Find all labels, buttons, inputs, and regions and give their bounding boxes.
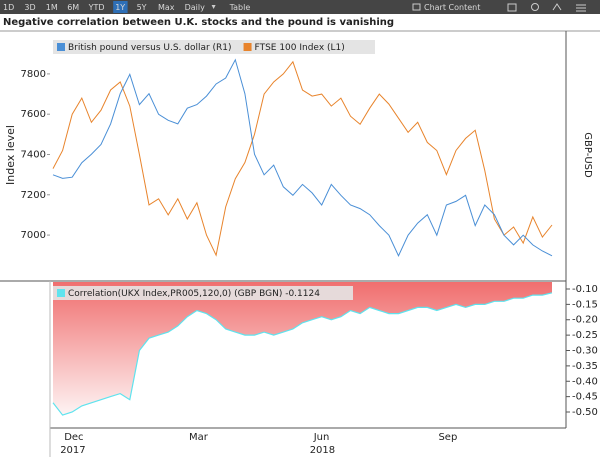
legend-swatch	[57, 289, 65, 297]
x-tick-label: Dec	[64, 432, 83, 443]
menu-icon[interactable]	[576, 4, 586, 12]
toolbar-button[interactable]: 5Y	[137, 3, 147, 12]
toolbar	[0, 0, 600, 14]
x-tick-label: Sep	[438, 432, 457, 443]
x-year-label: 2017	[60, 445, 85, 456]
share-icon[interactable]	[552, 3, 562, 11]
toolbar-icons	[412, 3, 586, 12]
x-tick-label: Mar	[189, 432, 209, 443]
toolbar-button[interactable]: 3D	[24, 3, 35, 12]
y-tick-label: -0.15	[572, 299, 598, 310]
legend-swatch	[57, 43, 65, 51]
toolbar-button[interactable]: 1Y	[115, 3, 125, 12]
toolbar-button[interactable]: Daily	[185, 3, 206, 12]
chart-title: Negative correlation between U.K. stocks…	[3, 17, 394, 28]
legend-box	[53, 286, 353, 300]
x-year-label: 2018	[310, 445, 335, 456]
series-line	[52, 58, 553, 257]
y-tick-label: -0.20	[572, 315, 598, 326]
y-tick-label: -0.10	[572, 284, 598, 295]
legend-label: FTSE 100 Index (L1)	[255, 43, 345, 53]
y-tick-label: 7400	[21, 149, 46, 160]
settings-icon[interactable]	[531, 3, 539, 11]
chart-icon	[412, 3, 421, 11]
y-tick-label: 7600	[21, 109, 46, 120]
y-tick-label: -0.35	[572, 361, 598, 372]
y-tick-label: -0.30	[572, 346, 598, 357]
y2-axis-label: GBP-USD	[582, 132, 593, 178]
edit-icon[interactable]	[507, 3, 517, 12]
toolbar-button[interactable]: 1M	[46, 3, 58, 12]
area-fill	[53, 282, 552, 416]
active-button	[113, 1, 128, 13]
y-tick-label: -0.50	[572, 407, 598, 418]
legend-swatch	[243, 43, 252, 51]
x-tick-label: Jun	[313, 432, 330, 443]
y-tick-label: -0.25	[572, 330, 598, 341]
toolbar-button[interactable]: Max	[158, 3, 175, 12]
series-line	[52, 60, 553, 257]
y-axis-label: Index level	[4, 125, 17, 185]
area-line	[52, 292, 553, 416]
y-tick-label: -0.40	[572, 376, 598, 387]
toolbar-button[interactable]: 6M	[67, 3, 79, 12]
toolbar-button[interactable]: 1D	[3, 3, 14, 12]
legend-label: British pound versus U.S. dollar (R1)	[68, 43, 232, 53]
toolbar-button[interactable]: Table	[229, 3, 251, 12]
y-tick-label: 7800	[21, 69, 46, 80]
y-tick-label: 7200	[21, 190, 46, 201]
dropdown-arrow	[211, 5, 216, 9]
toolbar-button[interactable]: Chart Content	[424, 3, 480, 12]
legend-label: Correlation(UKX Index,PR005,120,0) (GBP …	[68, 289, 320, 299]
toolbar-button[interactable]: YTD	[88, 3, 105, 12]
y-tick-label: 7000	[21, 230, 46, 241]
legend-box	[53, 40, 375, 54]
y-tick-label: -0.45	[572, 392, 598, 403]
